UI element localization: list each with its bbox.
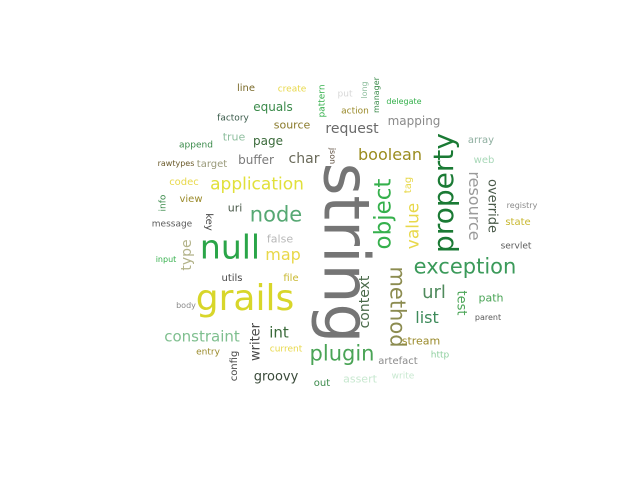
word-create: create <box>277 84 307 95</box>
word-input: input <box>155 255 177 264</box>
word-long: long <box>360 81 369 99</box>
word-node: node <box>249 202 303 227</box>
word-manager: manager <box>372 77 381 113</box>
word-file: file <box>283 273 299 284</box>
word-false: false <box>266 232 294 246</box>
word-int: int <box>269 323 289 342</box>
word-append: append <box>179 140 213 151</box>
word-url: url <box>422 282 446 303</box>
word-write: write <box>391 371 415 382</box>
word-page: page <box>253 134 283 148</box>
word-assert: assert <box>343 372 377 386</box>
word-true: true <box>222 130 246 144</box>
word-application: application <box>210 174 304 195</box>
word-plugin: plugin <box>309 341 375 366</box>
word-put: put <box>337 89 353 100</box>
word-source: source <box>273 118 311 132</box>
word-uri: uri <box>227 201 243 215</box>
word-parent: parent <box>474 313 502 322</box>
word-delegate: delegate <box>386 97 422 106</box>
word-servlet: servlet <box>500 241 532 252</box>
word-boolean: boolean <box>358 145 422 164</box>
word-mapping: mapping <box>387 114 441 128</box>
word-web: web <box>473 155 495 166</box>
word-object: object <box>370 178 397 250</box>
word-target: target <box>196 159 228 170</box>
word-null: null <box>199 227 261 267</box>
word-body: body <box>176 301 196 310</box>
word-artefact: artefact <box>378 356 418 367</box>
word-list: list <box>415 308 439 327</box>
word-value: value <box>403 202 424 250</box>
word-constraint: constraint <box>164 327 240 346</box>
word-out: out <box>313 378 331 389</box>
word-groovy: groovy <box>253 369 299 385</box>
word-entry: entry <box>196 347 220 358</box>
word-resource: resource <box>465 171 484 241</box>
word-stream: stream <box>401 334 441 348</box>
word-config: config <box>229 350 240 382</box>
word-factory: factory <box>217 113 249 124</box>
word-view: view <box>179 194 203 205</box>
word-context: context <box>357 275 373 329</box>
word-writer: writer <box>248 322 264 362</box>
word-override: override <box>484 179 500 233</box>
word-pattern: pattern <box>317 84 328 118</box>
word-codec: codec <box>169 177 199 188</box>
word-property: property <box>427 133 460 253</box>
word-map: map <box>265 245 301 264</box>
word-message: message <box>151 219 193 230</box>
word-key: key <box>203 213 214 231</box>
word-action: action <box>341 106 369 117</box>
word-equals: equals <box>253 100 293 114</box>
word-info: info <box>158 194 169 212</box>
word-path: path <box>478 291 504 305</box>
word-char: char <box>288 151 320 167</box>
word-grails: grails <box>195 278 295 319</box>
word-type: type <box>179 239 195 271</box>
word-test: test <box>453 290 469 316</box>
word-json: json <box>328 147 337 165</box>
word-line: line <box>236 83 256 94</box>
word-rawtypes: rawtypes <box>157 159 195 168</box>
word-tag: tag <box>403 176 414 194</box>
word-array: array <box>467 135 495 146</box>
word-utils: utils <box>221 273 243 284</box>
word-request: request <box>325 121 379 137</box>
word-buffer: buffer <box>238 153 274 167</box>
word-http: http <box>430 350 450 361</box>
word-current: current <box>269 344 303 355</box>
word-state: state <box>505 217 531 228</box>
word-exception: exception <box>413 254 517 279</box>
word-registry: registry <box>506 201 538 210</box>
